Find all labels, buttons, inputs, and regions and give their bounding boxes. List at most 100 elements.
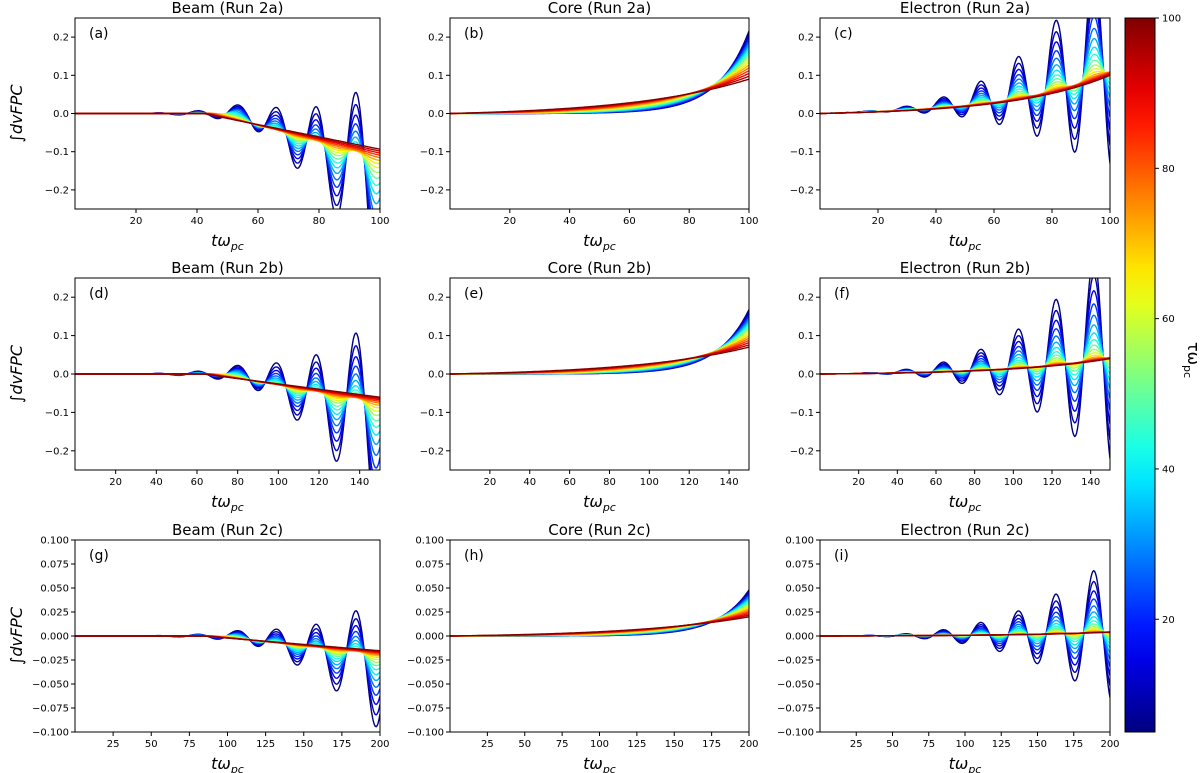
series-line (450, 598, 749, 637)
panel-a: Beam (Run 2a) 20 40 60 80 100 −0.2 −0.1 0.0 0.1 0.… (7, 0, 390, 253)
series-line (450, 317, 749, 375)
series-line (450, 53, 749, 115)
x-tick-label: 40 (523, 477, 536, 488)
x-tick-label: 60 (930, 477, 943, 488)
series-line (450, 313, 749, 375)
panel-title: Beam (Run 2c) (172, 521, 283, 539)
series-line (450, 600, 749, 637)
y-tick-label: −0.100 (407, 728, 444, 739)
x-tick-label: 20 (852, 477, 865, 488)
y-tick-label: 0.025 (415, 608, 444, 619)
series-line (450, 41, 749, 115)
y-tick-label: 0.050 (40, 584, 69, 595)
colorbar-tick-label: 100 (1162, 14, 1181, 25)
x-tick-label: 125 (627, 739, 646, 750)
colorbar: 20 40 60 80 100 τωpc (1124, 14, 1200, 733)
y-tick-label: 0.100 (785, 536, 814, 547)
x-tick-label: 60 (191, 477, 204, 488)
x-tick-label: 100 (1004, 477, 1023, 488)
series-line (450, 324, 749, 375)
series-group (75, 332, 380, 470)
x-tick-label: 80 (313, 216, 326, 227)
series-line (75, 332, 371, 470)
y-tick-label: 0.0 (798, 109, 814, 120)
x-tick-label: 150 (1028, 739, 1047, 750)
y-tick-label: 0.1 (798, 71, 814, 82)
x-tick-label: 100 (218, 739, 237, 750)
y-tick-label: −0.2 (420, 185, 444, 196)
y-tick-label: −0.025 (777, 656, 814, 667)
colorbar-tick-label: 80 (1162, 164, 1175, 175)
y-tick-label: 0.1 (53, 331, 69, 342)
x-tick-label: 125 (992, 739, 1011, 750)
x-tick-label: 100 (590, 739, 609, 750)
panel-letter: (d) (89, 286, 109, 302)
y-tick-label: −0.075 (407, 704, 444, 715)
y-tick-label: 0.100 (415, 536, 444, 547)
colorbar-gradient (1124, 17, 1156, 733)
series-line (450, 315, 749, 375)
x-tick-label: 140 (720, 477, 739, 488)
y-tick-label: 0.2 (428, 293, 444, 304)
panel-title: Beam (Run 2a) (171, 0, 283, 17)
panel-e: Core (Run 2b) 20 40 60 80 100 120 140 −0.2 −0.1 0.… (420, 259, 750, 514)
x-tick-label: 60 (563, 477, 576, 488)
x-tick-label: 120 (680, 477, 699, 488)
series-line (820, 303, 1110, 411)
series-line (820, 18, 1110, 120)
panel-letter: (h) (464, 548, 484, 564)
x-tick-label: 175 (332, 739, 351, 750)
y-tick-label: −0.050 (407, 680, 444, 691)
series-line (820, 53, 1110, 115)
y-tick-label: −0.1 (45, 408, 69, 419)
x-tick-label: 200 (1100, 739, 1119, 750)
x-tick-label: 50 (518, 739, 531, 750)
y-tick-label: 0.0 (428, 109, 444, 120)
y-tick-label: 0.2 (53, 293, 69, 304)
series-line (450, 346, 749, 375)
series-line (450, 50, 749, 115)
y-tick-label: −0.075 (777, 704, 814, 715)
x-axis-label: tωpc (949, 492, 982, 514)
x-tick-label: 40 (930, 216, 943, 227)
x-tick-label: 80 (968, 477, 981, 488)
x-axis-label: tωpc (949, 754, 982, 773)
y-tick-label: 0.000 (40, 632, 69, 643)
y-tick-label: −0.2 (45, 185, 69, 196)
series-line (450, 592, 749, 637)
x-tick-label: 75 (556, 739, 569, 750)
x-tick-label: 40 (150, 477, 163, 488)
series-line (450, 78, 749, 115)
series-line (75, 634, 380, 676)
series-line (450, 56, 749, 115)
x-tick-label: 75 (922, 739, 935, 750)
panel-letter: (g) (89, 548, 109, 564)
y-tick-label: 0.2 (798, 33, 814, 44)
series-line (450, 320, 749, 375)
panel-b: Core (Run 2a) 20 40 60 80 100 −0.2 −0.1 0.0 0.1 0.… (420, 0, 759, 253)
series-line (450, 595, 749, 637)
series-line (450, 44, 749, 115)
y-tick-label: 0.0 (798, 370, 814, 381)
y-tick-label: −0.100 (777, 728, 814, 739)
x-tick-label: 80 (1046, 216, 1059, 227)
x-tick-label: 50 (886, 739, 899, 750)
x-tick-label: 20 (483, 477, 496, 488)
y-tick-label: −0.050 (777, 680, 814, 691)
series-line (450, 36, 749, 115)
x-tick-label: 40 (563, 216, 576, 227)
y-tick-label: 0.075 (415, 560, 444, 571)
y-axis-label: ∫dvFPC (7, 606, 26, 665)
series-line (450, 39, 749, 115)
y-tick-label: −0.025 (32, 656, 69, 667)
x-axis-label: tωpc (583, 492, 616, 514)
y-tick-label: 0.025 (785, 608, 814, 619)
series-line (75, 112, 380, 161)
x-tick-label: 40 (191, 216, 204, 227)
y-tick-label: −0.1 (45, 147, 69, 158)
series-line (75, 112, 380, 165)
x-axis-label: tωpc (949, 231, 982, 253)
series-line (820, 278, 1110, 441)
colorbar-tick-label: 40 (1162, 464, 1175, 475)
